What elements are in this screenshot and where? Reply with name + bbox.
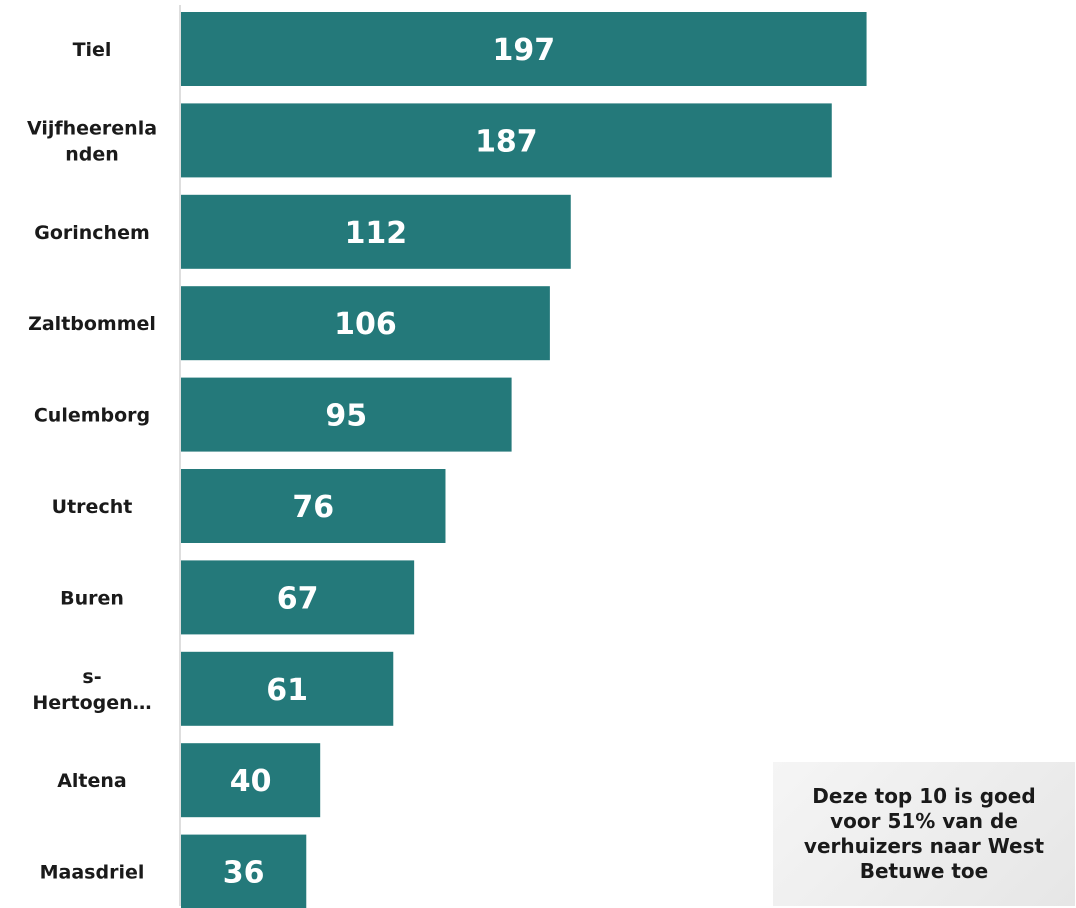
category-label: Maasdriel [40,862,145,884]
bar [181,651,394,726]
category-label: Gorinchem [34,222,150,244]
category-label: Zaltbommel [28,313,156,335]
category-label: Buren [60,587,124,609]
data-label: 36 [223,856,265,891]
category-label: Altena [57,770,127,792]
bar [181,103,832,178]
bar [181,469,446,543]
annotation-text: Deze top 10 is goed voor 51% van de verh… [803,784,1045,883]
category-label: s-Hertogen… [32,666,151,714]
data-labels: 197 187 112 106 95 76 67 61 40 36 [223,33,555,891]
data-label: 61 [266,673,308,708]
category-labels: Tiel Vijfheerenla nden Gorinchem Zaltbommel C… [27,39,157,884]
bar [181,560,415,635]
data-label: 76 [292,490,334,525]
bar [181,12,867,86]
category-label: Tiel [73,39,112,61]
bar [181,743,321,818]
category-label: Vijfheerenla nden [27,117,157,165]
data-label: 67 [277,581,319,616]
data-label: 40 [230,764,272,799]
data-label: 197 [492,33,555,68]
bar [181,194,571,269]
bar [181,377,512,452]
data-label: 95 [325,399,367,434]
category-label: Utrecht [52,496,133,518]
data-label: 112 [345,216,408,251]
data-label: 106 [334,307,397,342]
bar [181,834,307,908]
annotation-box: Deze top 10 is goed voor 51% van de verh… [773,762,1075,906]
category-label: Culemborg [34,405,150,427]
bars [181,12,867,908]
data-label: 187 [475,124,538,159]
bar [181,286,550,361]
